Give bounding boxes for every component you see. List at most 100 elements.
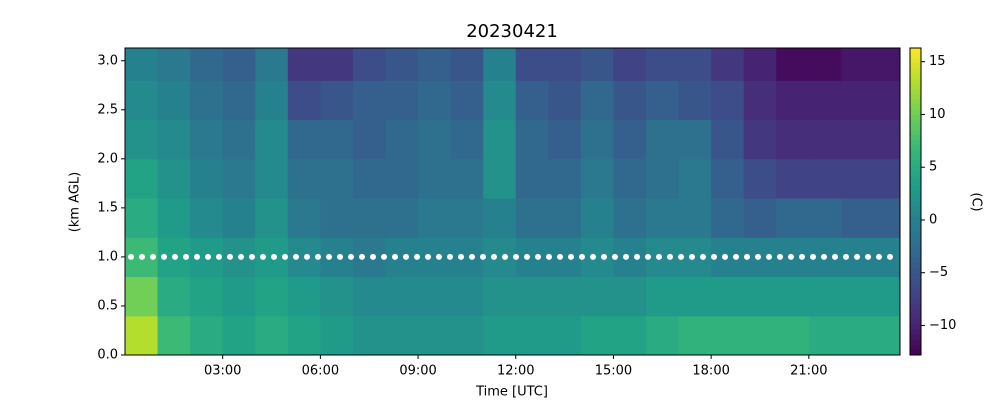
heatmap-cell (548, 48, 582, 81)
heatmap-cell (841, 80, 875, 121)
heatmap-cell (711, 80, 745, 121)
heatmap-cell (515, 48, 549, 81)
heatmap-cell (515, 80, 549, 121)
colorbar-segment (910, 104, 921, 110)
heatmap-cell (125, 198, 159, 238)
heatmap-cell (646, 276, 680, 317)
heatmap-cell (190, 158, 224, 199)
x-tick-label: 03:00 (204, 364, 241, 379)
heatmap-cell (450, 119, 484, 160)
heatmap-cell (352, 48, 387, 81)
heatmap-cell (125, 80, 159, 121)
heatmap-cell (483, 119, 517, 160)
colorbar-segment (910, 206, 921, 213)
heatmap-cell (320, 48, 354, 81)
heatmap-cell (580, 276, 614, 317)
colorbar-segment (910, 94, 921, 100)
colorbar-segment (910, 63, 921, 69)
heatmap-cell (841, 198, 875, 238)
y-tick-label: 0.0 (97, 348, 118, 363)
heatmap-cell (157, 276, 191, 317)
colorbar-segment (910, 58, 921, 64)
heatmap-cell (385, 198, 419, 238)
y-tick-label: 2.5 (97, 102, 118, 117)
heatmap-cell (646, 48, 680, 81)
colorbar-segment (910, 247, 921, 254)
colorbar-segment (910, 170, 921, 177)
heatmap-cell (255, 315, 289, 355)
colorbar-segment (910, 329, 921, 336)
heatmap-cell (287, 276, 321, 317)
heatmap-cell (841, 276, 875, 317)
y-tick-label: 3.0 (97, 53, 118, 68)
heatmap-cell (580, 119, 614, 160)
colorbar-tick-label: −10 (929, 318, 956, 333)
heatmap-cell (841, 119, 875, 160)
x-tick-label: 15:00 (595, 364, 632, 379)
heatmap-cell (483, 80, 517, 121)
heatmap-cell (352, 198, 387, 238)
heatmap-cell (548, 315, 582, 355)
colorbar-segment (910, 196, 921, 202)
heatmap-cell (743, 198, 777, 238)
heatmap-cell (255, 80, 289, 121)
heatmap-cell (222, 276, 256, 317)
heatmap-cell (125, 119, 159, 160)
heatmap-cell (450, 48, 484, 81)
heatmap-cell (711, 276, 745, 317)
colorbar-segment (910, 145, 921, 151)
heatmap-cell (190, 80, 224, 121)
heatmap-cell (711, 48, 745, 81)
heatmap-cell (450, 198, 484, 238)
heatmap-cell (873, 158, 900, 199)
colorbar-segment (910, 211, 921, 218)
heatmap-cell (743, 158, 777, 199)
heatmap-cell (222, 198, 256, 238)
heatmap-cell (678, 315, 712, 355)
heatmap-cell (711, 315, 745, 355)
heatmap-cell (418, 237, 452, 278)
colorbar-tick-label: 0 (929, 212, 937, 227)
heatmap-cell (352, 158, 387, 199)
colorbar-segment (910, 150, 921, 156)
heatmap-cell (385, 158, 419, 199)
heatmap-cell (352, 315, 387, 355)
heatmap-cell (418, 48, 452, 81)
colorbar-segment (910, 99, 921, 105)
colorbar-segment (910, 191, 921, 197)
heatmap-cell (157, 80, 191, 121)
colorbar-segment (910, 119, 921, 126)
colorbar-segment (910, 303, 921, 310)
heatmap-cell (776, 276, 810, 317)
heatmap-cell (646, 119, 680, 160)
heatmap-cell (743, 119, 777, 160)
heatmap-cell (613, 119, 647, 160)
heatmap-cell (125, 48, 159, 81)
heatmap-cell (157, 48, 191, 81)
y-tick-label: 1.5 (97, 200, 118, 215)
colorbar-segment (910, 73, 921, 80)
heatmap-cell (678, 119, 712, 160)
heatmap-cell (385, 119, 419, 160)
colorbar-segment (910, 114, 921, 121)
heatmap-cell (450, 237, 484, 278)
heatmap-cell (352, 237, 387, 278)
colorbar-segment (910, 134, 921, 141)
heatmap-cell (776, 80, 810, 121)
heatmap-cell (646, 198, 680, 238)
colorbar-segment (910, 68, 921, 75)
heatmap-cell (222, 119, 256, 160)
heatmap-cell (548, 198, 582, 238)
heatmap-cell (548, 276, 582, 317)
colorbar-tick-label: 5 (929, 160, 937, 175)
y-tick-label: 0.5 (97, 298, 118, 313)
heatmap-cell (515, 158, 549, 199)
heatmap-cell (483, 315, 517, 355)
heatmap-cell (450, 315, 484, 355)
heatmap-cell (190, 315, 224, 355)
heatmap-cell (808, 48, 842, 81)
heatmap-cell (808, 276, 842, 317)
colorbar-tick-label: 10 (929, 107, 946, 122)
heatmap-cell (125, 276, 159, 317)
